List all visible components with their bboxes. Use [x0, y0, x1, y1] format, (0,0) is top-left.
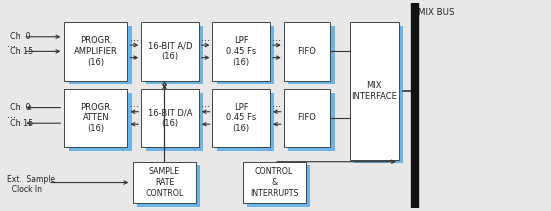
Bar [213, 89, 270, 147]
Text: Ch 15: Ch 15 [9, 119, 33, 128]
Bar [137, 165, 201, 207]
Bar [284, 22, 330, 81]
Bar [213, 22, 270, 81]
Text: FIFO: FIFO [298, 114, 316, 123]
Text: ...: ... [7, 110, 16, 120]
Text: Ch  0: Ch 0 [9, 103, 30, 112]
Text: ...: ... [272, 33, 282, 43]
Bar [242, 162, 306, 203]
Text: PROGR.
ATTEN
(16): PROGR. ATTEN (16) [80, 103, 112, 133]
Text: MIX
INTERFACE: MIX INTERFACE [351, 81, 397, 101]
Text: ...: ... [130, 33, 139, 43]
Text: LPF
0.45 Fs
(16): LPF 0.45 Fs (16) [226, 103, 256, 133]
Text: ...: ... [201, 33, 210, 43]
Text: PROGR.
AMPLIFIER
(16): PROGR. AMPLIFIER (16) [74, 36, 118, 67]
Bar [69, 93, 132, 151]
Text: ...: ... [272, 99, 282, 110]
Text: CONTROL
&
INTERRUPTS: CONTROL & INTERRUPTS [250, 167, 299, 198]
Bar [69, 26, 132, 84]
Text: SAMPLE
RATE
CONTROL: SAMPLE RATE CONTROL [145, 167, 183, 198]
Bar [145, 26, 203, 84]
Bar [141, 22, 199, 81]
Bar [217, 26, 274, 84]
Text: Ext.  Sample
  Clock In: Ext. Sample Clock In [7, 175, 55, 194]
Bar [288, 26, 334, 84]
Text: MIX BUS: MIX BUS [418, 8, 455, 17]
Text: Ch  0: Ch 0 [9, 32, 30, 41]
Text: ...: ... [7, 39, 16, 49]
Bar [247, 165, 310, 207]
Bar [349, 22, 399, 160]
Text: FIFO: FIFO [298, 47, 316, 56]
Text: ...: ... [201, 99, 210, 110]
Bar [133, 162, 196, 203]
Bar [354, 26, 403, 163]
Bar [288, 93, 334, 151]
Bar [64, 89, 127, 147]
Text: ...: ... [130, 99, 139, 110]
Text: Ch 15: Ch 15 [9, 47, 33, 56]
Text: 16-BIT A/D
(16): 16-BIT A/D (16) [148, 42, 192, 61]
Text: LPF
0.45 Fs
(16): LPF 0.45 Fs (16) [226, 36, 256, 67]
Bar [284, 89, 330, 147]
Bar [217, 93, 274, 151]
Bar [64, 22, 127, 81]
Bar [145, 93, 203, 151]
Bar [141, 89, 199, 147]
Text: 16-BIT D/A
(16): 16-BIT D/A (16) [148, 108, 192, 128]
